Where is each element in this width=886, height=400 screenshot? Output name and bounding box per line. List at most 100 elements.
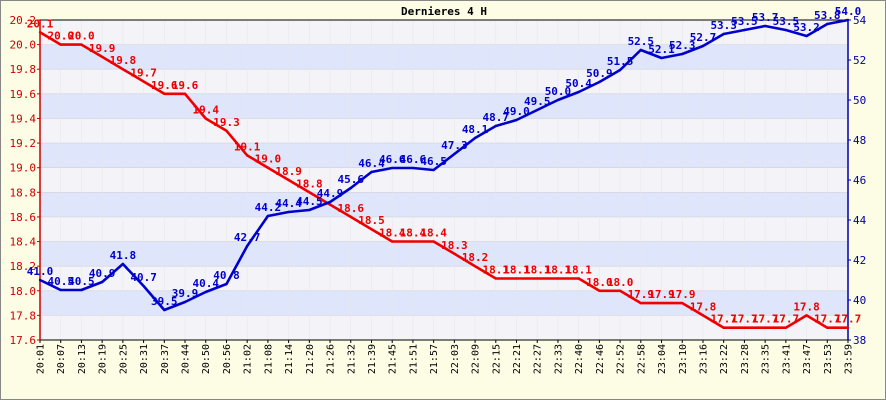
data-label-left: 18.9: [275, 165, 302, 178]
data-point-left: [577, 277, 580, 280]
data-label-right: 53.5: [773, 15, 800, 28]
grid-band: [40, 118, 848, 144]
data-label-right: 47.3: [441, 139, 468, 152]
x-tick-label: 21:08: [263, 344, 274, 374]
x-tick-label: 20:13: [77, 344, 88, 374]
data-point-left: [826, 326, 829, 329]
data-label-right: 52.3: [669, 39, 696, 52]
data-point-left: [536, 277, 539, 280]
data-label-left: 19.3: [213, 116, 240, 129]
data-point-right: [204, 290, 207, 294]
y-left-tick-label: 18.6: [10, 211, 37, 224]
data-label-right: 40.4: [192, 277, 219, 290]
data-label-right: 49.0: [503, 105, 530, 118]
x-tick-label: 20:31: [139, 344, 150, 374]
x-tick-label: 21:32: [346, 344, 357, 374]
data-label-left: 19.1: [234, 140, 261, 153]
data-label-right: 53.3: [710, 19, 737, 32]
data-point-left: [473, 264, 477, 268]
data-point-left: [556, 277, 560, 280]
data-label-right: 48.1: [462, 123, 489, 136]
data-label-right: 49.5: [524, 95, 551, 108]
data-point-left: [142, 80, 145, 83]
x-tick-label: 22:09: [471, 344, 482, 374]
data-point-left: [38, 31, 42, 34]
grid-band: [40, 167, 848, 193]
data-point-left: [349, 215, 352, 219]
data-point-left: [453, 252, 456, 256]
data-label-right: 44.2: [255, 201, 282, 214]
x-tick-label: 23:22: [719, 344, 730, 374]
x-tick-label: 23:28: [740, 344, 751, 374]
data-label-right: 48.7: [483, 111, 510, 124]
data-point-left: [411, 240, 415, 243]
y-right-tick-label: 40: [853, 294, 866, 307]
data-point-right: [536, 108, 539, 112]
grid-band: [40, 44, 848, 70]
data-label-right: 40.7: [130, 271, 157, 284]
data-point-right: [453, 152, 456, 156]
data-point-right: [328, 200, 332, 204]
x-tick-label: 23:35: [761, 344, 772, 374]
data-point-left: [639, 301, 643, 305]
data-label-right: 52.1: [648, 43, 675, 56]
data-label-right: 51.5: [607, 55, 634, 68]
grid-band: [40, 216, 848, 242]
x-tick-label: 22:21: [512, 344, 523, 374]
data-point-left: [121, 68, 125, 71]
grid-band: [40, 93, 848, 119]
data-label-right: 42.7: [234, 231, 261, 244]
data-label-right: 39.5: [151, 295, 178, 308]
data-point-left: [660, 301, 663, 305]
data-label-right: 50.4: [565, 77, 592, 90]
data-point-left: [100, 55, 104, 59]
data-point-right: [183, 300, 187, 304]
y-left-tick-label: 19.4: [10, 112, 37, 125]
data-label-right: 40.5: [47, 275, 74, 288]
x-tick-label: 22:15: [491, 344, 502, 374]
x-tick-label: 23:47: [802, 344, 813, 374]
x-tick-label: 23:59: [844, 344, 855, 374]
data-point-right: [100, 280, 104, 284]
data-label-left: 17.9: [669, 288, 696, 301]
x-tick-label: 21:45: [388, 344, 399, 374]
data-point-right: [743, 28, 746, 32]
data-label-right: 46.4: [358, 157, 385, 170]
data-point-left: [308, 191, 311, 194]
y-right-tick-label: 54: [853, 14, 867, 27]
data-point-left: [681, 301, 684, 305]
x-tick-label: 20:56: [222, 344, 233, 374]
data-point-left: [722, 326, 725, 329]
y-left-tick-label: 18.2: [10, 260, 37, 273]
data-label-left: 17.7: [814, 313, 841, 326]
data-label-left: 17.7: [710, 313, 737, 326]
data-label-left: 18.1: [483, 263, 510, 276]
data-label-left: 20.0: [68, 30, 95, 43]
data-point-left: [515, 277, 518, 280]
y-left-tick-label: 19.0: [10, 162, 37, 175]
data-label-right: 52.5: [628, 35, 655, 48]
data-point-right: [80, 288, 83, 292]
x-tick-label: 20:37: [160, 344, 171, 374]
data-point-left: [743, 326, 746, 329]
data-label-left: 18.2: [462, 251, 489, 264]
data-point-right: [681, 52, 684, 56]
data-label-left: 19.6: [172, 79, 199, 92]
data-point-right: [411, 166, 415, 170]
data-point-right: [826, 22, 829, 26]
y-right-tick-label: 42: [853, 254, 866, 267]
data-label-right: 53.5: [731, 15, 758, 28]
data-point-right: [59, 288, 62, 292]
data-point-right: [784, 28, 788, 32]
data-point-right: [225, 282, 228, 286]
x-tick-label: 21:51: [408, 344, 419, 374]
x-axis: 20:01 20:07 20:13 20:19 20:25 20:31 20:37 20:44…: [36, 340, 855, 374]
y-right-tick-label: 38: [853, 334, 866, 347]
data-point-left: [183, 92, 187, 96]
data-point-right: [391, 166, 394, 170]
x-tick-label: 21:20: [305, 344, 316, 374]
data-point-right: [660, 56, 663, 60]
y-right-tick-label: 48: [853, 134, 866, 147]
y-right-tick-label: 52: [853, 54, 866, 67]
data-label-right: 39.9: [172, 287, 199, 300]
